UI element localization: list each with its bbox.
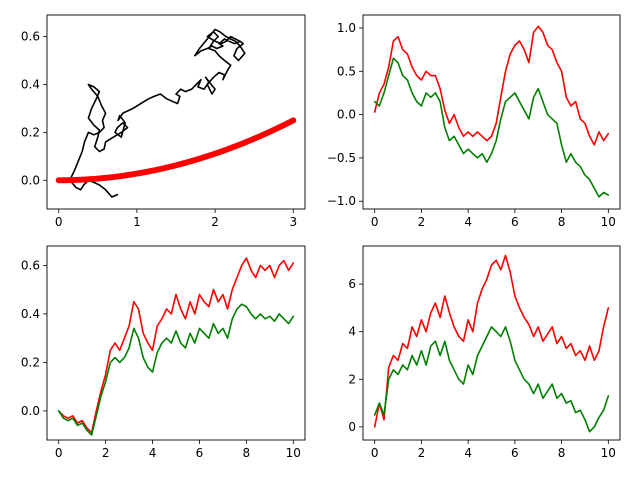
scatter-point xyxy=(290,117,297,124)
plot-area-4 xyxy=(373,254,610,433)
axes-frame-1 xyxy=(46,14,306,210)
y-tick-label: 2 xyxy=(348,372,356,386)
axes-frame-2 xyxy=(362,14,621,210)
x-tick-label: 10 xyxy=(286,446,301,460)
x-tick-label: 6 xyxy=(511,215,519,229)
x-tick-label: 3 xyxy=(289,215,297,229)
x-tick-label: 1 xyxy=(133,215,141,229)
x-tick-label: 0 xyxy=(371,446,379,460)
axes-frame-4 xyxy=(362,245,621,441)
x-tick-label: 0 xyxy=(55,446,63,460)
y-tick-label: 1.0 xyxy=(337,21,356,35)
x-tick-label: 2 xyxy=(418,215,426,229)
series-line-2 xyxy=(373,326,610,433)
x-tick-label: 4 xyxy=(464,215,472,229)
series-line-2 xyxy=(57,303,295,436)
series-line-1 xyxy=(373,254,610,428)
x-tick-label: 2 xyxy=(102,446,110,460)
x-tick-label: 4 xyxy=(149,446,157,460)
y-tick-label: 0.4 xyxy=(21,77,40,91)
plot-area-2 xyxy=(373,25,610,198)
subplot-2: 0 2 4 6 8 10 −1.0 −0.5 0.0 0.5 1.0 xyxy=(327,14,621,229)
x-tick-label: 8 xyxy=(558,446,566,460)
x-tick-label: 10 xyxy=(601,215,616,229)
y-tick-label: −0.5 xyxy=(327,151,356,165)
y-tick-label: 6 xyxy=(348,277,356,291)
x-tick-label: 10 xyxy=(601,446,616,460)
y-tick-label: 0.6 xyxy=(21,30,40,44)
subplot-3: 0 2 4 6 8 10 0.0 0.2 0.4 0.6 xyxy=(21,245,306,460)
x-tick-label: 6 xyxy=(511,446,519,460)
series-line-1 xyxy=(373,25,610,146)
y-tick-label: 0.0 xyxy=(21,404,40,418)
x-tick-label: 0 xyxy=(371,215,379,229)
y-tick-label: 0.5 xyxy=(337,64,356,78)
subplot-1: 0 1 2 3 0.0 0.2 0.4 0.6 xyxy=(21,14,306,229)
x-tick-label: 8 xyxy=(558,215,566,229)
x-tick-label: 0 xyxy=(55,215,63,229)
y-tick-label: 4 xyxy=(348,325,356,339)
y-tick-label: 0.6 xyxy=(21,258,40,272)
y-tick-label: 0.2 xyxy=(21,125,40,139)
y-tick-label: 0.0 xyxy=(337,108,356,122)
y-tick-label: 0 xyxy=(348,420,356,434)
y-tick-label: 0.2 xyxy=(21,355,40,369)
y-tick-label: 0.0 xyxy=(21,173,40,187)
x-tick-label: 4 xyxy=(464,446,472,460)
axes-frame-3 xyxy=(46,245,306,441)
plot-area-1 xyxy=(55,28,297,198)
series-line-1 xyxy=(57,257,295,434)
y-tick-label: 0.4 xyxy=(21,307,40,321)
series-line-1 xyxy=(68,28,246,198)
subplot-4: 0 2 4 6 8 10 0 2 4 6 xyxy=(348,245,621,460)
x-tick-label: 8 xyxy=(243,446,251,460)
series-line-2 xyxy=(373,57,610,198)
y-tick-label: −1.0 xyxy=(327,194,356,208)
x-tick-label: 2 xyxy=(418,446,426,460)
x-tick-label: 6 xyxy=(196,446,204,460)
plot-area-3 xyxy=(57,257,295,436)
x-tick-label: 2 xyxy=(211,215,219,229)
